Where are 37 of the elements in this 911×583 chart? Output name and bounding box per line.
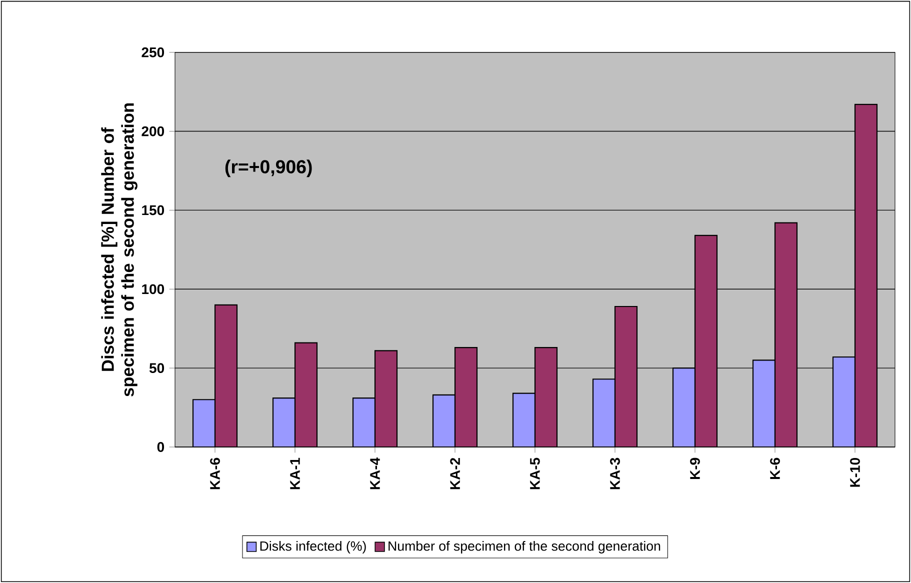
bar <box>614 306 638 447</box>
bar <box>454 347 478 447</box>
bar <box>272 398 296 447</box>
bar <box>854 104 878 447</box>
bar <box>374 350 398 447</box>
bar <box>294 342 318 447</box>
bar <box>774 222 798 447</box>
bar <box>192 399 216 447</box>
bar <box>832 356 856 447</box>
y-axis-title: Discs infected [%] Number of specimen of the second generation <box>101 103 138 396</box>
x-tick-label: KA-6 <box>210 458 220 490</box>
bar <box>432 394 456 447</box>
annotation: (r=+0,906) <box>225 160 312 178</box>
x-tick-label: K-10 <box>850 458 860 487</box>
x-tick-label: KA-2 <box>450 458 460 490</box>
bar <box>672 368 696 447</box>
y-tick-label: 50 <box>149 363 164 374</box>
y-tick-label: 150 <box>142 205 164 216</box>
bar <box>534 347 558 447</box>
legend-label: Number of specimen of the second generation <box>388 541 660 554</box>
bar <box>512 392 536 447</box>
y-tick-label: 250 <box>142 47 164 58</box>
x-tick-label: KA-1 <box>290 458 300 490</box>
x-tick-label: KA-5 <box>530 458 540 490</box>
x-tick-label: K-9 <box>690 458 700 480</box>
legend-label: Disks infected (%) <box>260 541 366 554</box>
bar <box>214 304 238 447</box>
x-tick-label: K-6 <box>770 458 780 480</box>
y-tick-label: 200 <box>142 126 164 136</box>
x-tick-label: KA-4 <box>370 458 380 490</box>
bar <box>352 398 376 447</box>
bar <box>694 234 718 447</box>
bar <box>752 360 776 447</box>
x-tick-label: KA-3 <box>610 458 620 490</box>
bar <box>592 378 616 447</box>
y-tick-label: 0 <box>157 442 164 452</box>
y-tick-label: 100 <box>142 284 164 294</box>
